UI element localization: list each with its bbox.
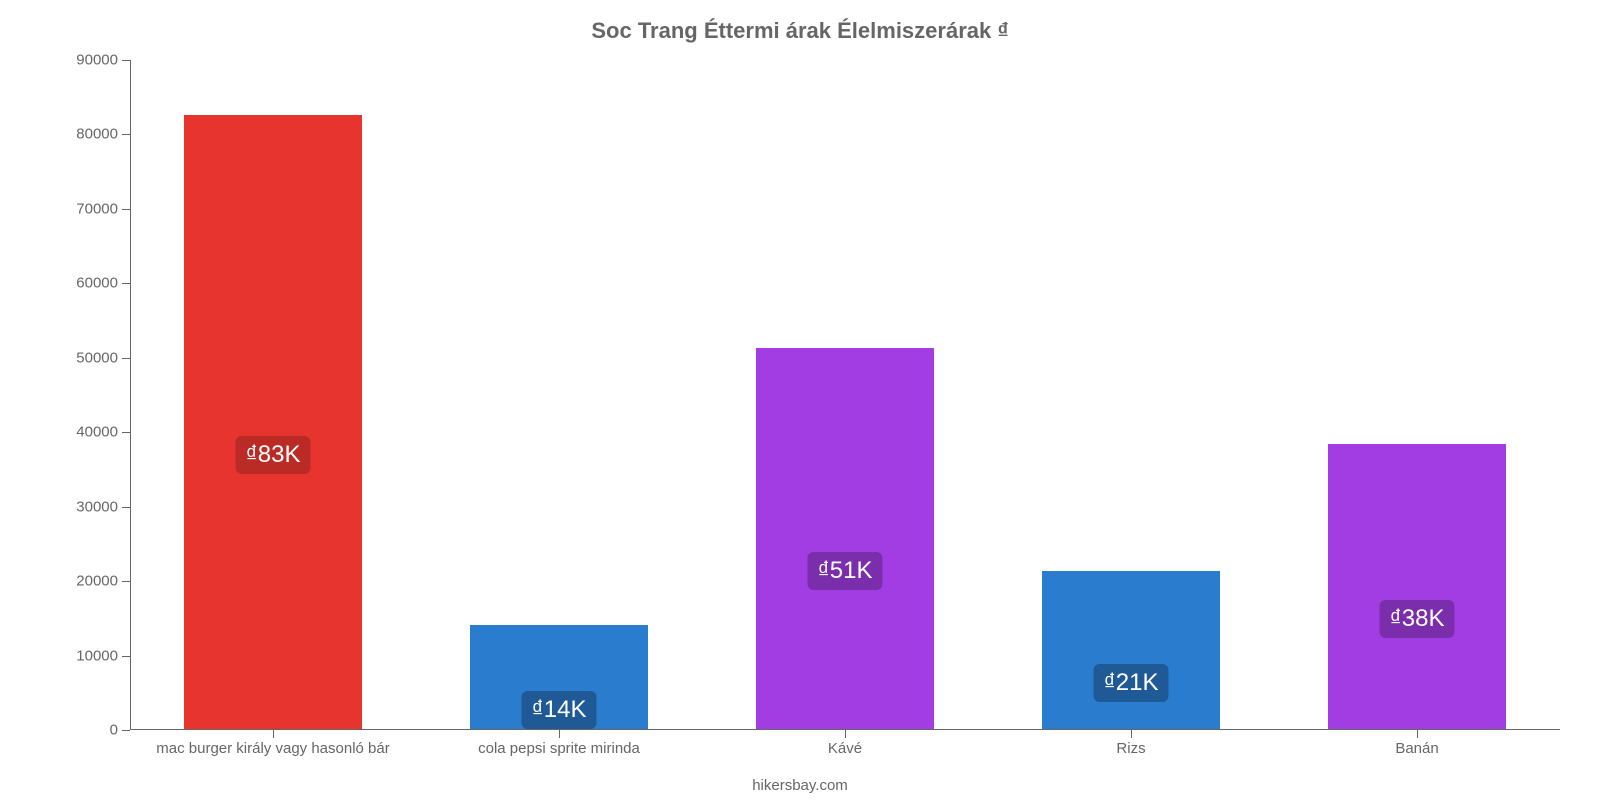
bar xyxy=(756,348,933,729)
bar xyxy=(1328,444,1505,729)
x-tick-label: Banán xyxy=(1395,740,1438,757)
x-tick xyxy=(273,730,274,738)
x-tick-label: Kávé xyxy=(828,740,862,757)
y-tick-label: 90000 xyxy=(76,52,118,69)
y-tick xyxy=(122,60,130,61)
y-tick xyxy=(122,283,130,284)
bar-value-label: ₫14K xyxy=(521,691,596,729)
chart-credit: hikersbay.com xyxy=(0,777,1600,794)
bar xyxy=(184,115,361,729)
x-tick-label: Rizs xyxy=(1116,740,1145,757)
bar xyxy=(1042,571,1219,729)
y-tick xyxy=(122,507,130,508)
y-tick xyxy=(122,581,130,582)
x-tick xyxy=(845,730,846,738)
y-axis-line xyxy=(130,60,131,730)
x-tick-label: mac burger király vagy hasonló bár xyxy=(156,740,389,757)
bar-value-label: ₫83K xyxy=(235,436,310,474)
y-tick xyxy=(122,358,130,359)
y-tick xyxy=(122,134,130,135)
y-tick-label: 30000 xyxy=(76,498,118,515)
y-tick-label: 20000 xyxy=(76,573,118,590)
bar-value-label: ₫51K xyxy=(807,552,882,590)
y-tick-label: 50000 xyxy=(76,349,118,366)
y-tick xyxy=(122,656,130,657)
y-tick-label: 80000 xyxy=(76,126,118,143)
x-tick xyxy=(1131,730,1132,738)
x-tick-label: cola pepsi sprite mirinda xyxy=(478,740,640,757)
plot-area: 0100002000030000400005000060000700008000… xyxy=(130,60,1560,730)
y-tick-label: 70000 xyxy=(76,200,118,217)
y-tick-label: 10000 xyxy=(76,647,118,664)
x-tick xyxy=(1417,730,1418,738)
y-tick-label: 0 xyxy=(110,722,118,739)
chart-title: Soc Trang Éttermi árak Élelmiszerárak ₫ xyxy=(0,18,1600,44)
y-tick xyxy=(122,432,130,433)
y-tick-label: 40000 xyxy=(76,424,118,441)
y-tick xyxy=(122,209,130,210)
y-tick-label: 60000 xyxy=(76,275,118,292)
bar-value-label: ₫38K xyxy=(1379,600,1454,638)
x-tick xyxy=(559,730,560,738)
bar-value-label: ₫21K xyxy=(1093,664,1168,702)
y-tick xyxy=(122,730,130,731)
